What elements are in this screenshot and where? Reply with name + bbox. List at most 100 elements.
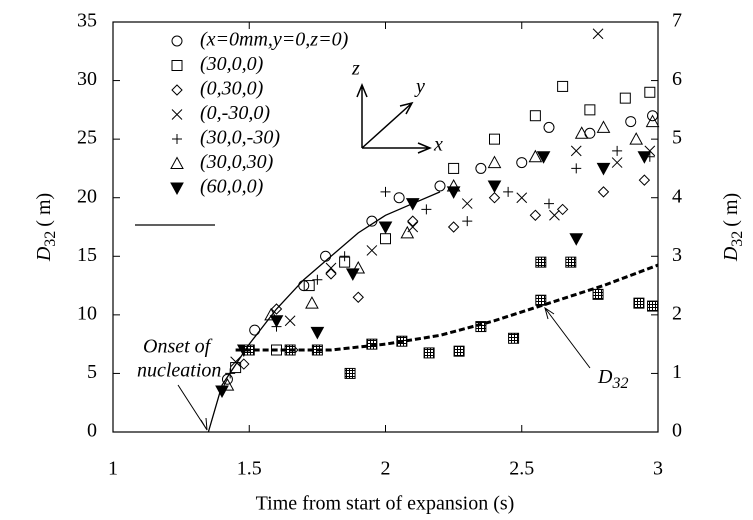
legend-marker (170, 182, 184, 196)
y2-tick-label: 4 (672, 185, 682, 207)
coordinate-axes (356, 83, 432, 154)
y-tick-label: 5 (87, 361, 97, 383)
x-tick-label: 2.5 (509, 458, 534, 480)
point (543, 121, 555, 133)
legend-label: (x=0mm,y=0,z=0) (200, 29, 349, 51)
legend-label: (30,0,0) (200, 53, 264, 75)
legend-label: (60,0,0) (200, 176, 264, 198)
point (325, 262, 337, 274)
fit-line (235, 263, 659, 352)
point (596, 120, 611, 133)
point (647, 110, 659, 122)
point (569, 233, 584, 246)
point (344, 367, 356, 379)
point (269, 315, 284, 328)
point (215, 385, 229, 399)
point (574, 126, 589, 139)
fit-line (207, 191, 441, 433)
y-tick-label: 15 (77, 244, 97, 266)
annotation: nucleation (137, 360, 221, 382)
point (571, 163, 582, 174)
y-tick-label: 30 (77, 68, 97, 90)
point (423, 347, 435, 359)
point (637, 151, 652, 164)
point (592, 288, 604, 300)
legend-marker (171, 35, 183, 47)
legend-marker (170, 156, 184, 169)
point (487, 155, 502, 169)
point (325, 268, 337, 280)
point (453, 345, 465, 357)
point (446, 186, 461, 199)
point (447, 221, 460, 233)
point (596, 162, 611, 176)
y-tick-label: 20 (77, 185, 97, 207)
point (320, 250, 332, 262)
point (230, 362, 242, 374)
x-axis-title: Time from start of expansion (s) (256, 493, 515, 515)
y-tick-label: 0 (87, 420, 97, 442)
point (503, 186, 514, 197)
point (380, 233, 391, 245)
legend-label: (30,0,-30) (200, 127, 280, 149)
point (461, 198, 473, 209)
point (310, 326, 325, 340)
legend-marker (172, 134, 182, 144)
point (557, 80, 569, 92)
point (312, 274, 323, 285)
x-tick-label: 1.5 (237, 458, 262, 480)
point (638, 174, 651, 186)
point (516, 192, 528, 204)
y2-axis-title: D32( m) (720, 193, 746, 262)
annotation: D32 (597, 366, 628, 392)
point (400, 225, 415, 239)
point (475, 321, 487, 333)
point (270, 303, 283, 315)
point (645, 114, 660, 128)
point (352, 291, 364, 303)
point (597, 186, 610, 198)
legend-marker (171, 60, 183, 71)
point (565, 256, 577, 268)
point (378, 221, 393, 235)
axis-indicator: x (433, 134, 443, 156)
point (487, 180, 502, 194)
point (264, 307, 278, 321)
x-tick-label: 3 (653, 458, 663, 480)
point (393, 192, 405, 204)
point (462, 216, 473, 227)
legend-label: (0,30,0) (200, 78, 264, 100)
y-tick-label: 35 (77, 10, 97, 32)
point (303, 280, 315, 292)
point (366, 245, 378, 256)
point (448, 162, 460, 174)
legend-marker (171, 84, 183, 96)
point (230, 356, 241, 368)
y2-tick-label: 3 (672, 244, 682, 266)
point (544, 198, 554, 209)
point (536, 151, 551, 164)
annotation-arrow (177, 384, 208, 431)
point (221, 373, 233, 385)
point (351, 260, 366, 274)
point (529, 110, 541, 122)
point (488, 192, 501, 204)
point (570, 145, 582, 157)
point (535, 256, 547, 268)
point (633, 297, 645, 309)
point (619, 92, 631, 104)
x-tick-label: 1 (108, 458, 118, 480)
axis-indicator: z (351, 58, 360, 80)
axis-indicator: y (414, 76, 425, 98)
point (305, 296, 319, 309)
point (339, 251, 350, 262)
point (407, 215, 419, 227)
x-tick-label: 2 (381, 458, 391, 480)
point (625, 116, 637, 128)
y2-tick-label: 7 (672, 10, 682, 32)
point (220, 378, 235, 391)
y-tick-label: 25 (77, 127, 97, 149)
annotation: Onset of (143, 336, 213, 358)
point (529, 209, 542, 221)
